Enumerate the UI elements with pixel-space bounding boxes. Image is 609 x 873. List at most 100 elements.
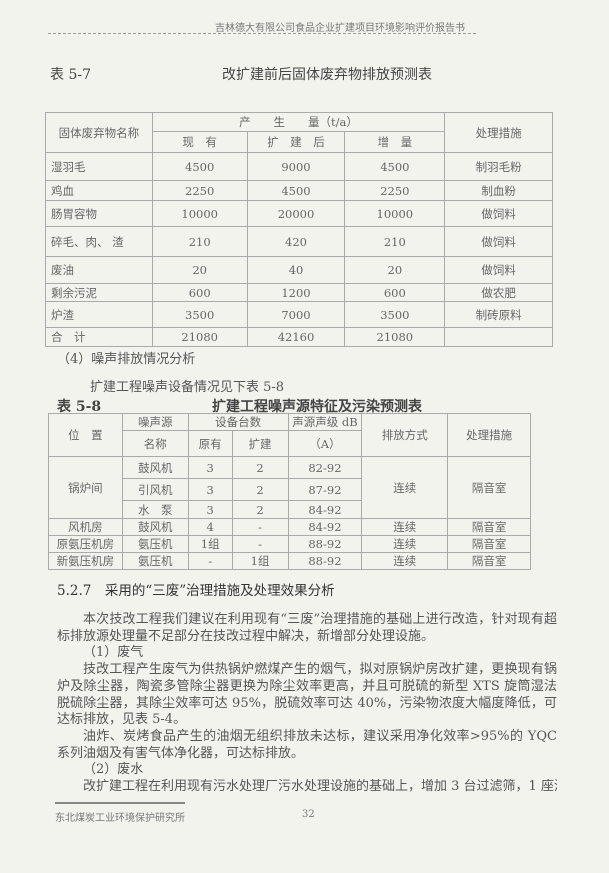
col-header-mode: 排放方式: [361, 413, 449, 457]
subheading-waste-gas: （1）废气: [83, 645, 144, 661]
section-number: 5.2.7: [57, 583, 92, 599]
treatment-measure: 隔音室: [447, 552, 531, 570]
location: 风机房: [48, 518, 123, 536]
col-header-increase: 增 量: [344, 131, 446, 153]
after-amount: 420: [246, 226, 346, 257]
table-row: 湿羽毛 4500 9000 4500 制羽毛粉: [45, 152, 553, 181]
noise-intro: 扩建工程噪声设备情况见下表 5-8: [90, 380, 285, 395]
treatment-measure: 隔音室: [447, 518, 531, 536]
section-title: 采用的“三废”治理措施及处理效果分析: [104, 583, 335, 599]
original-count: -: [187, 552, 233, 570]
solid-waste-table: 固体废弃物名称产 生 量（t/a） 处理措施 现 有扩 建 后增 量 湿羽毛 450…: [45, 112, 553, 347]
subheading-waste-water: （2）废水: [83, 762, 144, 778]
table-row: 引风机 3 2 87-92: [49, 478, 531, 501]
running-header: 吉林德大有限公司食品企业扩建项目环境影响评价报告书: [215, 23, 465, 34]
sound-level: 82-92: [287, 456, 363, 479]
expansion-count: 2: [231, 500, 289, 519]
increase-amount: 3500: [344, 301, 446, 328]
emission-mode: 连续: [361, 552, 449, 570]
table-row: 合 计 21080 42160 21080: [45, 327, 553, 347]
table-row: 原氨压机房 氨压机 1组 -88-92 连续 隔音室: [48, 535, 531, 553]
source-name: 引风机: [121, 478, 189, 501]
section-heading: 5.2.7 采用的“三废”治理措施及处理效果分析: [57, 579, 335, 599]
original-count: 3: [187, 478, 233, 501]
col-header-level-unit: （A）: [287, 430, 363, 457]
table-row: 风机房 鼓风机 4-84-92 连续 隔音室: [48, 518, 531, 536]
expansion-count: 2: [231, 456, 289, 479]
noise-source-table: 位 置噪声源 设备台数 声源声级 dB 排放方式 处理措施 名称 原有 扩建 （A） 锅炉间鼓…: [48, 413, 531, 570]
increase-amount: 10000: [344, 200, 446, 227]
original-count: 3: [187, 500, 233, 519]
increase-amount: 600: [344, 283, 446, 302]
current-amount: 4500: [151, 152, 248, 181]
footer-org: 东北煤炭工业环境保护研究所: [55, 813, 185, 824]
waste-name: 合 计: [45, 327, 153, 347]
sound-level: 88-92: [287, 535, 363, 553]
treatment-measure: [444, 327, 553, 347]
after-amount: 1200: [246, 283, 346, 302]
source-name: 鼓风机: [121, 518, 189, 536]
table-row: 碎毛、肉、 渣 210 420 210 做饲料: [45, 226, 553, 257]
waste-name: 碎毛、肉、 渣: [45, 226, 153, 257]
treatment-measure: 隔音室: [447, 456, 531, 519]
col-header-exp: 扩建: [231, 430, 289, 457]
source-name: 氨压机: [121, 552, 189, 570]
current-amount: 10000: [151, 200, 248, 227]
increase-amount: 4500: [344, 152, 446, 181]
original-count: 3: [187, 456, 233, 479]
expansion-count: -: [231, 518, 289, 536]
table-row: 锅炉间 鼓风机 3 2 82-92 连续 隔音室: [48, 456, 531, 519]
sound-level: 87-92: [287, 478, 363, 501]
source-name: 鼓风机: [121, 456, 189, 479]
original-count: 4: [187, 518, 233, 536]
col-header-measure: 处理措施: [447, 413, 531, 457]
current-amount: 3500: [151, 301, 248, 328]
col-header-count: 设备台数: [187, 413, 289, 431]
location: 原氨压机房: [48, 535, 123, 553]
source-name: 水 泵: [121, 500, 189, 519]
increase-amount: 21080: [344, 327, 446, 347]
after-amount: 42160: [246, 327, 346, 347]
treatment-measure: 制血粉: [444, 180, 553, 201]
sound-level: 88-92: [287, 552, 363, 570]
sound-level: 84-92: [287, 518, 363, 536]
after-amount: 9000: [246, 152, 346, 181]
footer-rule: [55, 802, 185, 804]
after-amount: 4500: [246, 180, 346, 201]
current-amount: 20: [151, 256, 248, 284]
emission-mode: 连续: [361, 535, 449, 553]
col-header-measure: 处理措施: [444, 112, 553, 153]
waste-name: 湿羽毛: [45, 152, 153, 181]
increase-amount: 210: [344, 226, 446, 257]
location: 新氨压机房: [48, 552, 123, 570]
treatment-measure: 制砖原料: [444, 301, 553, 328]
col-header-source: 噪声源: [121, 413, 189, 431]
current-amount: 2250: [151, 180, 248, 201]
table2-title: 扩建工程噪声源特征及污染预测表: [212, 399, 422, 415]
sound-level: 84-92: [287, 500, 363, 519]
table-row: 剩余污泥 600 1200 600 做农肥: [45, 283, 553, 302]
paragraph: 油炸、炭烤食品产生的油烟无组织排放未达标，建议采用净化效率>95%的 YQC 系…: [57, 728, 557, 761]
paragraph: 本次技改工程我们建议在利用现有“三废”治理措施的基础上进行改造，针对现有超标排放…: [57, 612, 557, 644]
table-row: 肠胃容物 10000 20000 10000 做饲料: [45, 200, 553, 227]
col-header-current: 现 有: [151, 131, 248, 153]
paragraph: 改扩建工程在利用现有污水处理厂污水处理设施的基础上，增加 3 台过滤筛，1 座汽: [83, 779, 557, 795]
table1-label: 表 5-7: [50, 67, 91, 83]
increase-amount: 2250: [344, 180, 446, 201]
treatment-measure: 制羽毛粉: [444, 152, 553, 181]
expansion-count: -: [231, 535, 289, 553]
body-text: 本次技改工程我们建议在利用现有“三废”治理措施的基础上进行改造，针对现有超标排放…: [57, 612, 557, 796]
col-header-source-name: 名称: [121, 430, 189, 457]
noise-heading: （4）噪声排放情况分析: [57, 352, 196, 367]
location: 锅炉间: [48, 456, 123, 519]
treatment-measure: 做农肥: [444, 283, 553, 302]
emission-mode: 连续: [361, 518, 449, 536]
table-row: 炉渣 3500 7000 3500 制砖原料: [45, 301, 553, 328]
increase-amount: 20: [344, 256, 446, 284]
col-header-orig: 原有: [187, 430, 233, 457]
table1-title: 改扩建前后固体废弃物排放预测表: [222, 67, 432, 83]
col-header-after: 扩 建 后: [246, 131, 346, 153]
after-amount: 40: [246, 256, 346, 284]
treatment-measure: 做饲料: [444, 256, 553, 284]
